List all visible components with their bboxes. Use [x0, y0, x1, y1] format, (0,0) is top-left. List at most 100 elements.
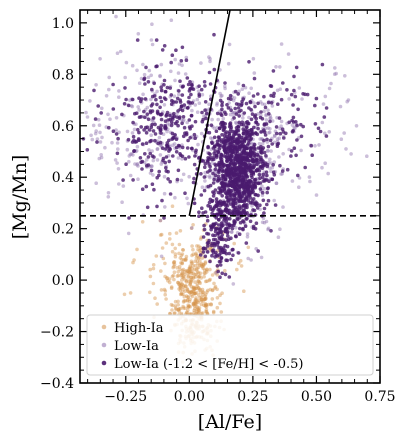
- data-point: [219, 157, 224, 162]
- data-point: [220, 168, 224, 172]
- data-point: [192, 176, 196, 181]
- data-point: [250, 112, 255, 116]
- data-point: [189, 293, 193, 297]
- data-point: [198, 295, 202, 300]
- data-point: [233, 106, 237, 111]
- data-point: [130, 131, 135, 135]
- data-point: [260, 175, 265, 180]
- data-point: [159, 131, 163, 135]
- legend: High-Ia Low-Ia Low-Ia (-1.2 < [Fe/H] < -…: [86, 314, 374, 376]
- data-point: [259, 151, 264, 155]
- data-point: [226, 234, 230, 238]
- data-point: [244, 125, 249, 129]
- data-point: [215, 155, 219, 159]
- data-point: [167, 138, 171, 143]
- data-point: [168, 237, 172, 241]
- data-point: [193, 154, 197, 158]
- data-point: [154, 38, 159, 42]
- data-point: [142, 72, 147, 77]
- data-point: [176, 270, 180, 274]
- data-point: [247, 193, 252, 197]
- data-point: [106, 191, 111, 195]
- data-point: [195, 304, 199, 309]
- data-point: [160, 198, 164, 203]
- data-point: [216, 179, 220, 183]
- data-point: [220, 271, 224, 276]
- data-point: [88, 99, 92, 103]
- data-point: [234, 225, 238, 230]
- data-point: [216, 117, 220, 122]
- data-point: [172, 94, 177, 98]
- data-point: [193, 259, 197, 264]
- data-point: [179, 253, 184, 258]
- data-point: [157, 173, 161, 178]
- data-point: [195, 307, 199, 312]
- data-point: [203, 161, 208, 166]
- data-point: [230, 211, 235, 215]
- data-point: [201, 246, 206, 251]
- data-point: [132, 127, 137, 132]
- data-point: [163, 89, 168, 94]
- data-point: [228, 149, 232, 153]
- data-point: [146, 75, 151, 80]
- data-point: [180, 145, 185, 150]
- data-point: [150, 22, 154, 27]
- data-point: [334, 71, 339, 76]
- data-point: [176, 156, 181, 160]
- data-point: [197, 214, 201, 218]
- data-point: [224, 169, 229, 173]
- data-point: [309, 143, 314, 148]
- data-point: [127, 159, 131, 164]
- data-point: [146, 155, 151, 159]
- data-point: [128, 291, 133, 295]
- data-point: [190, 294, 195, 299]
- data-point: [211, 237, 216, 242]
- data-point: [155, 147, 160, 152]
- data-point: [256, 101, 260, 106]
- data-point: [200, 265, 205, 269]
- data-point: [214, 163, 218, 168]
- data-point: [189, 275, 194, 280]
- data-point: [260, 190, 265, 195]
- data-point: [124, 162, 128, 166]
- data-point: [147, 148, 151, 152]
- data-point: [225, 258, 230, 263]
- data-point: [314, 96, 319, 101]
- data-point: [214, 226, 219, 231]
- data-point: [149, 38, 154, 42]
- data-point: [308, 179, 312, 184]
- legend-label-high-ia: High-Ia: [114, 321, 164, 336]
- data-point: [98, 140, 103, 144]
- data-point: [168, 231, 172, 236]
- data-point: [202, 175, 207, 179]
- data-point: [237, 261, 241, 266]
- data-point: [140, 187, 145, 191]
- data-point: [271, 170, 276, 174]
- data-point: [213, 255, 217, 259]
- data-point: [349, 152, 353, 156]
- data-point: [165, 85, 170, 90]
- data-point: [195, 284, 199, 289]
- data-point: [189, 261, 194, 265]
- sloped-solid-line: [188, 10, 231, 216]
- data-point: [189, 92, 193, 97]
- data-point: [191, 247, 195, 252]
- y-tick-label: 1.0: [52, 16, 74, 32]
- data-point: [188, 136, 192, 140]
- data-point: [262, 128, 266, 132]
- data-point: [249, 136, 254, 141]
- data-point: [201, 266, 205, 271]
- data-point: [225, 195, 230, 200]
- data-point: [209, 94, 213, 98]
- data-point: [291, 103, 295, 107]
- data-point: [174, 307, 178, 312]
- data-point: [235, 184, 239, 188]
- data-point: [193, 291, 197, 296]
- data-point: [194, 311, 199, 316]
- data-point: [227, 251, 232, 256]
- data-point: [204, 309, 208, 314]
- data-point: [196, 142, 200, 147]
- data-point: [198, 245, 203, 250]
- data-point: [131, 260, 135, 265]
- data-point: [264, 113, 268, 118]
